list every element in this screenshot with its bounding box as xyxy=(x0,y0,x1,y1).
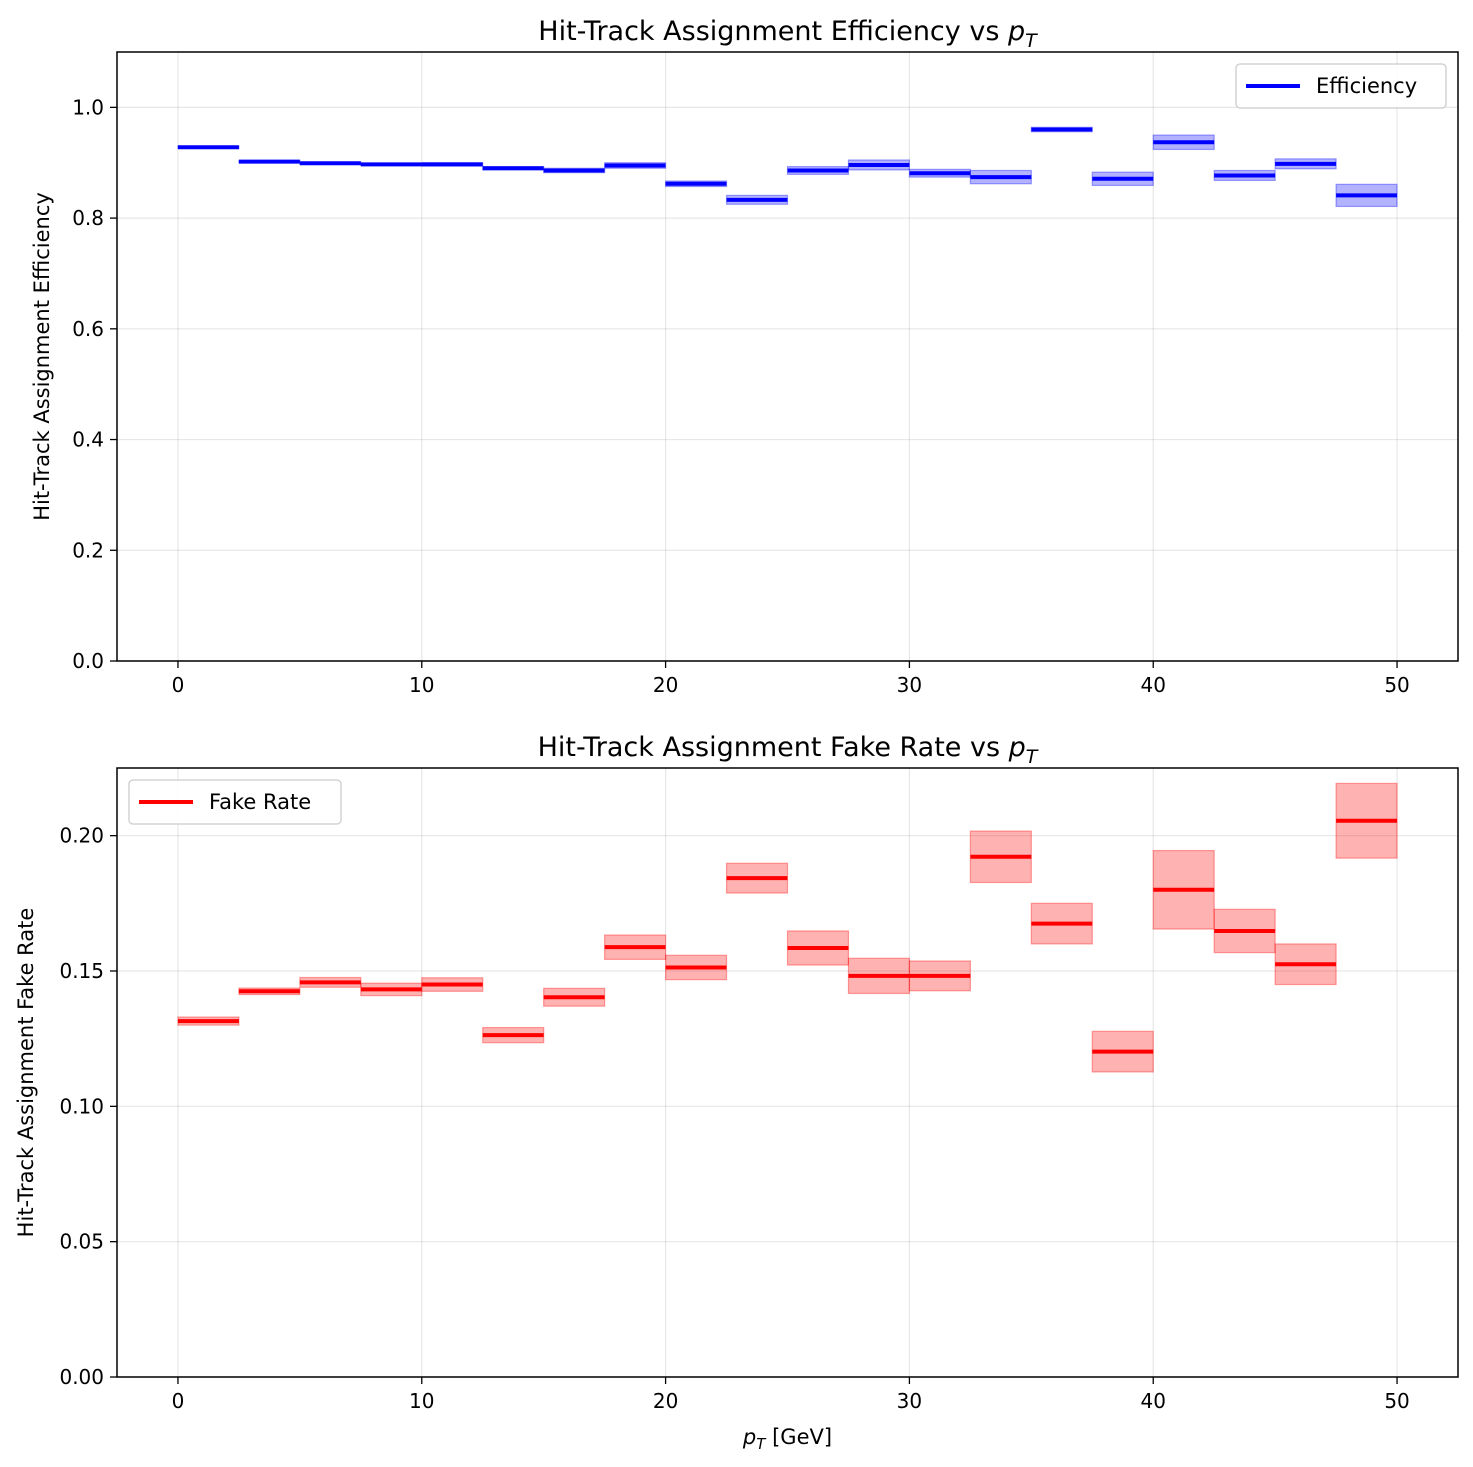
legend: Fake Rate xyxy=(128,779,342,825)
y-tick-label: 1.0 xyxy=(72,95,104,119)
series-fake-rate xyxy=(177,782,1398,1073)
y-tick-label: 0.00 xyxy=(59,1365,104,1389)
x-tick-label: 50 xyxy=(1384,1389,1409,1413)
axes-frame xyxy=(116,767,1459,1378)
chart-panel-efficiency: 0 10 20 30 40 50 0.0 0.2 0.4 0.6 0.8 1.0 Hit-Track A… xyxy=(30,16,1459,697)
legend: Efficiency xyxy=(1235,63,1447,109)
y-tick-label: 0.8 xyxy=(72,206,104,230)
x-tick-label: 50 xyxy=(1384,673,1409,697)
y-tick-label: 0.0 xyxy=(72,649,104,673)
x-tick-label: 0 xyxy=(172,1389,185,1413)
x-tick-label: 20 xyxy=(653,673,678,697)
chart-title: Hit-Track Assignment Efficiency vs pT xyxy=(538,16,1038,52)
chart-title: Hit-Track Assignment Fake Rate vs pT xyxy=(538,732,1039,768)
axes-frame xyxy=(116,51,1459,662)
x-tick-label: 30 xyxy=(897,673,922,697)
chart-panel-fake-rate: 0 10 20 30 40 50 0.00 0.05 0.10 0.15 0.20 Hit-Track… xyxy=(14,732,1459,1453)
legend-box xyxy=(1235,63,1447,109)
series-efficiency xyxy=(177,126,1398,208)
x-tick-label: 40 xyxy=(1141,673,1166,697)
y-tick-label: 0.4 xyxy=(72,428,104,452)
x-tick-label: 20 xyxy=(653,1389,678,1413)
legend-label: Fake Rate xyxy=(209,790,311,814)
y-tick-label: 0.6 xyxy=(72,317,104,341)
legend-label: Efficiency xyxy=(1316,74,1417,98)
y-tick-label: 0.10 xyxy=(59,1094,104,1118)
legend-box xyxy=(128,779,342,825)
y-tick-label: 0.15 xyxy=(59,959,104,983)
x-tick-label: 10 xyxy=(409,1389,434,1413)
x-axis-label: pT [GeV] xyxy=(742,1425,832,1453)
x-tick-label: 40 xyxy=(1141,1389,1166,1413)
x-tick-label: 10 xyxy=(409,673,434,697)
x-tick-label: 0 xyxy=(172,673,185,697)
y-tick-label: 0.05 xyxy=(59,1230,104,1254)
y-axis-label: Hit-Track Assignment Fake Rate xyxy=(14,908,38,1238)
y-tick-label: 0.20 xyxy=(59,824,104,848)
y-axis-label: Hit-Track Assignment Efficiency xyxy=(30,192,54,521)
x-tick-label: 30 xyxy=(897,1389,922,1413)
y-tick-label: 0.2 xyxy=(72,538,104,562)
